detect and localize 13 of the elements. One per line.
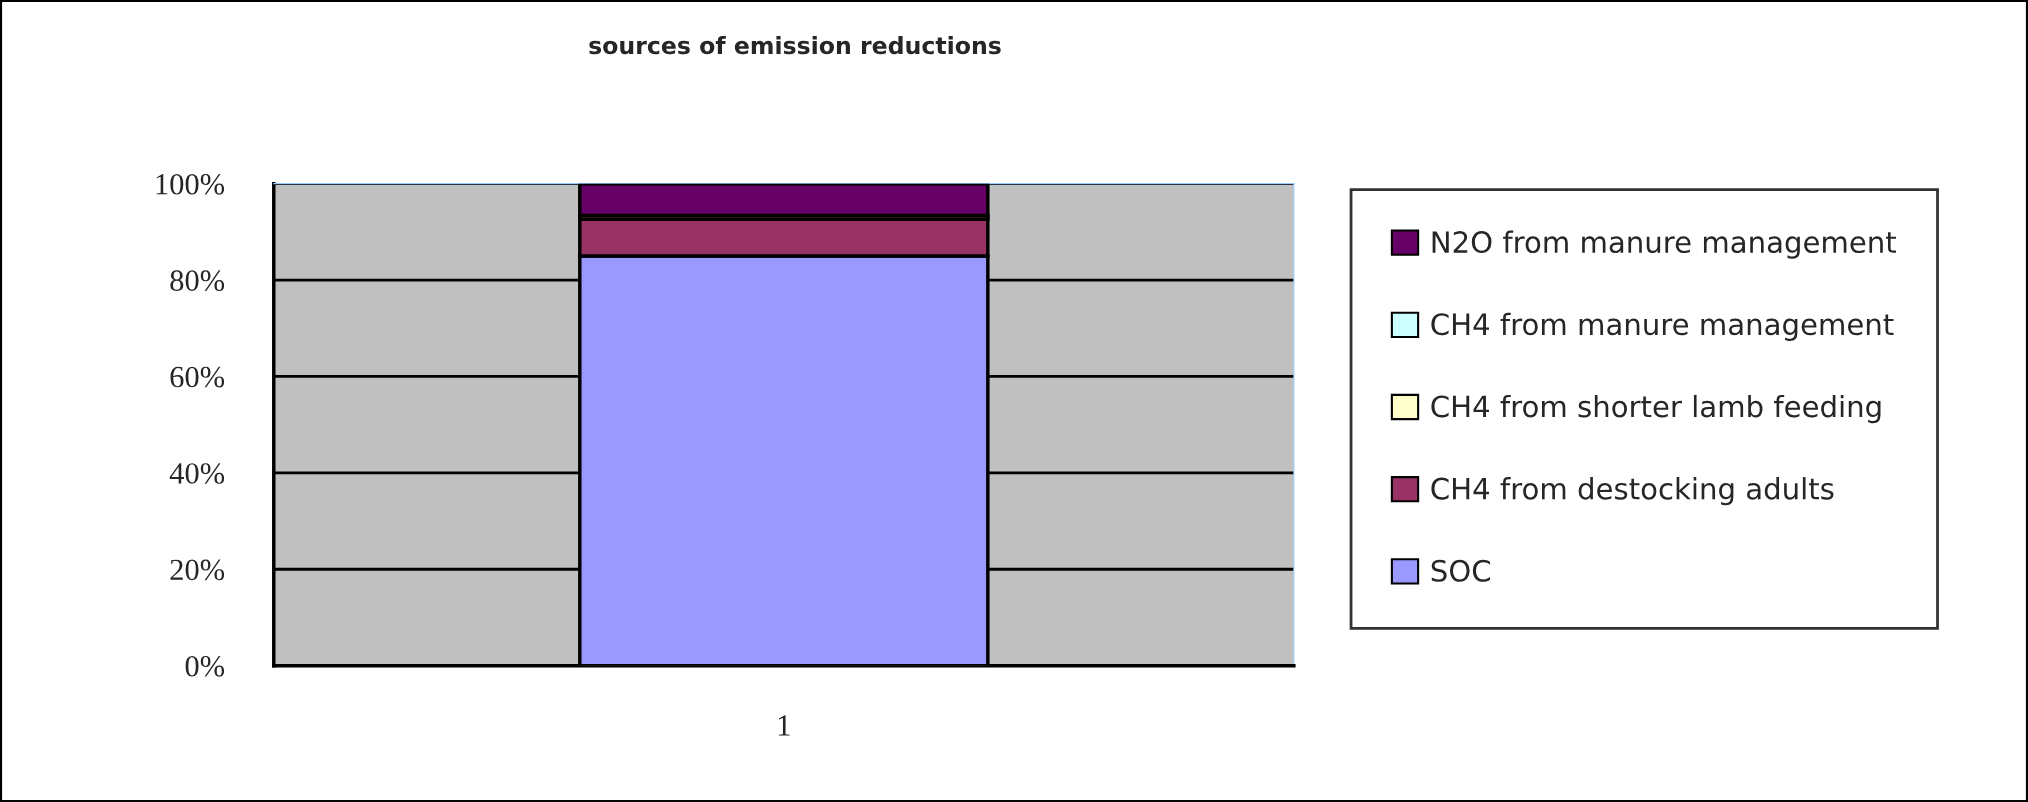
y-tick-label: 20% [170,559,225,581]
y-tick-label: 80% [170,270,225,292]
legend-label: N2O from manure management [1432,230,1897,259]
legend-label: CH4 from manure management [1431,312,1894,341]
y-tick-label: 0% [185,655,225,677]
legend-label: SOC [1431,559,1491,582]
x-tick-label: 1 [778,715,790,736]
legend-label: CH4 from shorter lamb feeding [1431,394,1881,424]
y-tick-label: 100% [156,173,225,195]
legend-label: CH4 from destocking adults [1431,477,1834,506]
chart-title: sources of emission reductions [589,36,1001,55]
y-tick-label: 40% [169,463,225,484]
y-tick-label: 60% [170,366,225,388]
